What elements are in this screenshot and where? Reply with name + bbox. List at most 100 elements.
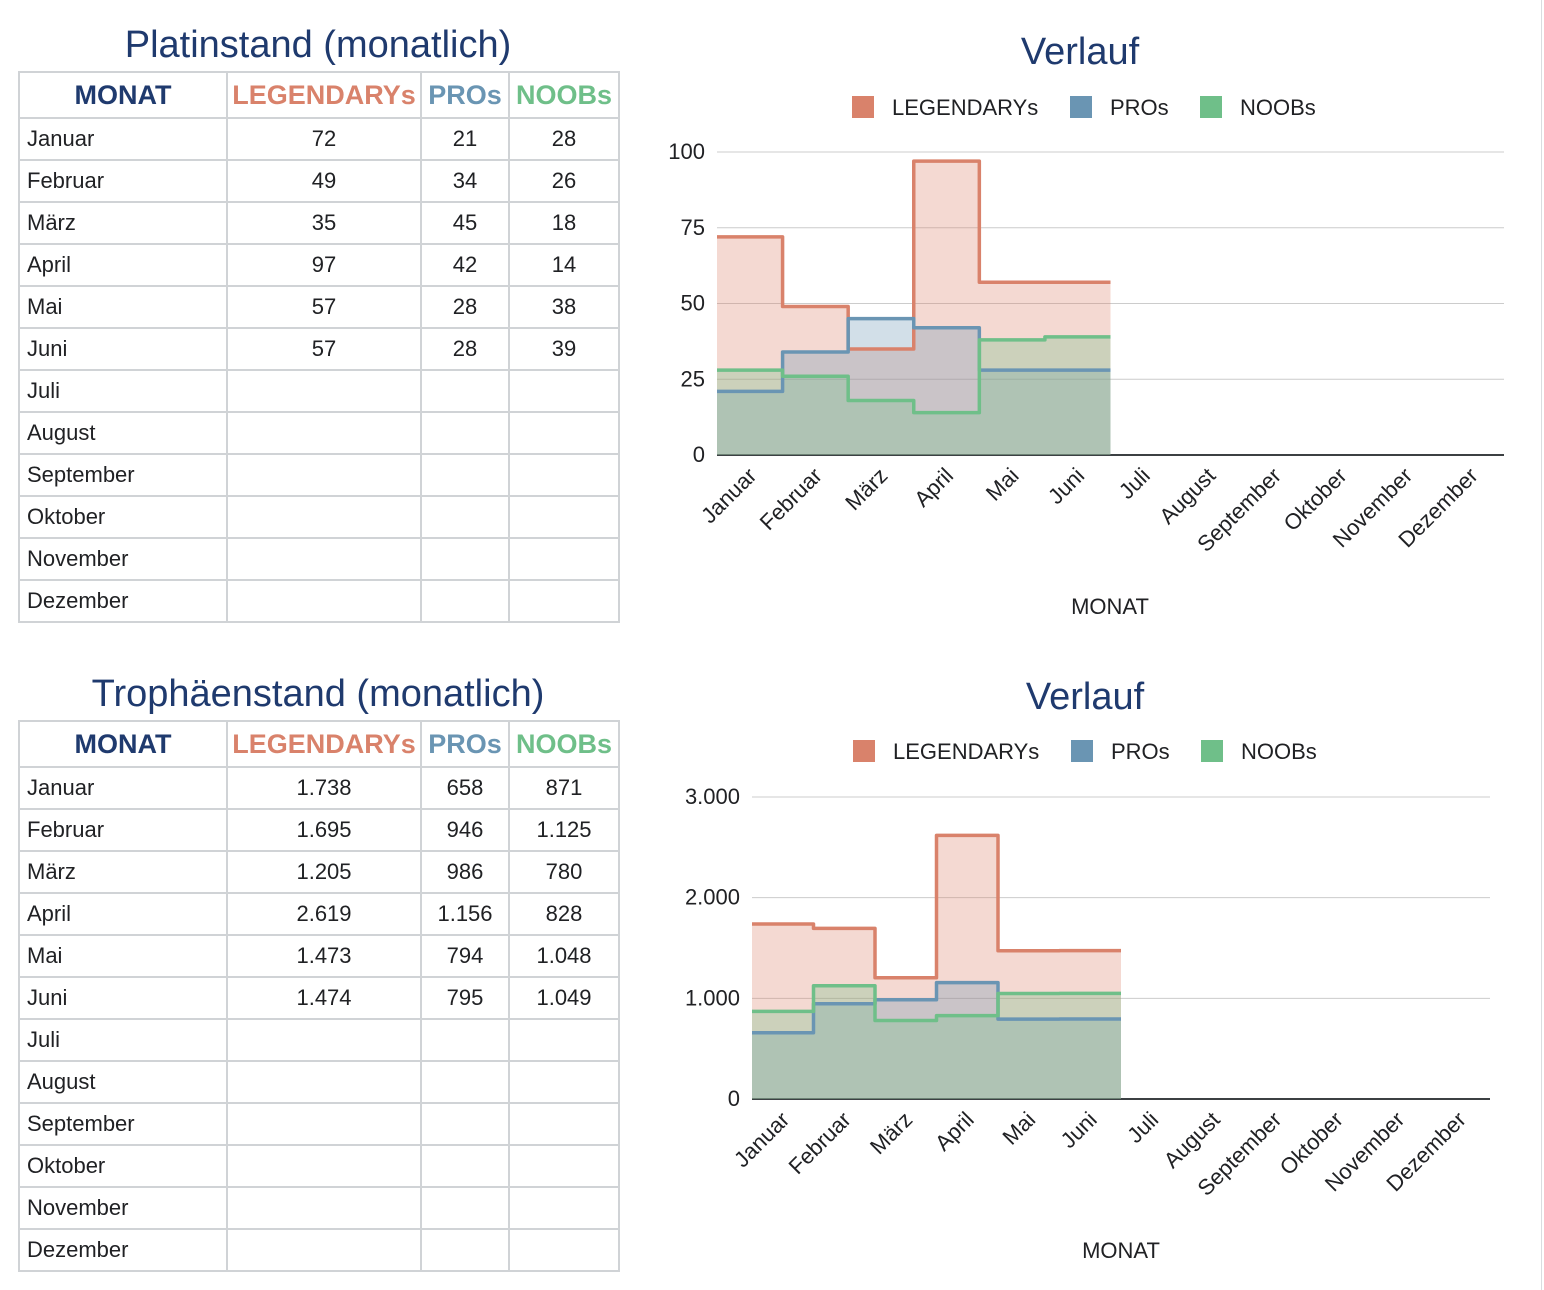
header-legendarys[interactable]: LEGENDARYs bbox=[226, 71, 422, 119]
header-pros[interactable]: PROs bbox=[420, 71, 510, 119]
cell-pros[interactable] bbox=[420, 1228, 510, 1272]
legend-swatch-noobs[interactable] bbox=[1200, 96, 1222, 118]
area-noobs[interactable] bbox=[717, 336, 1111, 455]
cell-legendarys[interactable]: 35 bbox=[226, 201, 422, 245]
cell-noobs[interactable] bbox=[508, 453, 620, 497]
cell-pros[interactable] bbox=[420, 1186, 510, 1230]
cell-pros[interactable]: 794 bbox=[420, 934, 510, 978]
legend-label-noobs[interactable]: NOOBs bbox=[1241, 739, 1317, 764]
cell-noobs[interactable]: 1.125 bbox=[508, 808, 620, 852]
cell-pros[interactable]: 28 bbox=[420, 285, 510, 329]
cell-legendarys[interactable]: 97 bbox=[226, 243, 422, 287]
cell-noobs[interactable] bbox=[508, 495, 620, 539]
cell-legendarys[interactable] bbox=[226, 495, 422, 539]
cell-noobs[interactable]: 38 bbox=[508, 285, 620, 329]
cell-legendarys[interactable]: 49 bbox=[226, 159, 422, 203]
line-legendarys[interactable] bbox=[717, 159, 1111, 351]
cell-pros[interactable]: 28 bbox=[420, 327, 510, 371]
legend-label-noobs[interactable]: NOOBs bbox=[1240, 95, 1316, 120]
cell-noobs[interactable]: 1.048 bbox=[508, 934, 620, 978]
cell-noobs[interactable] bbox=[508, 1228, 620, 1272]
cell-legendarys[interactable] bbox=[226, 1102, 422, 1146]
cell-legendarys[interactable] bbox=[226, 1186, 422, 1230]
cell-month[interactable]: Januar bbox=[18, 117, 228, 161]
legend-swatch-legendarys[interactable] bbox=[853, 740, 875, 762]
cell-month[interactable]: Juni bbox=[18, 976, 228, 1020]
header-legendarys[interactable]: LEGENDARYs bbox=[226, 720, 422, 768]
cell-noobs[interactable] bbox=[508, 1018, 620, 1062]
cell-pros[interactable] bbox=[420, 537, 510, 581]
cell-noobs[interactable]: 18 bbox=[508, 201, 620, 245]
cell-month[interactable]: Dezember bbox=[18, 579, 228, 623]
cell-pros[interactable]: 946 bbox=[420, 808, 510, 852]
cell-legendarys[interactable]: 1.738 bbox=[226, 766, 422, 810]
header-noobs[interactable]: NOOBs bbox=[508, 71, 620, 119]
cell-pros[interactable]: 42 bbox=[420, 243, 510, 287]
line-noobs[interactable] bbox=[717, 335, 1111, 415]
cell-noobs[interactable]: 871 bbox=[508, 766, 620, 810]
cell-pros[interactable]: 34 bbox=[420, 159, 510, 203]
cell-month[interactable]: August bbox=[18, 1060, 228, 1104]
header-monat[interactable]: MONAT bbox=[18, 71, 228, 119]
cell-noobs[interactable] bbox=[508, 1102, 620, 1146]
cell-noobs[interactable]: 28 bbox=[508, 117, 620, 161]
cell-month[interactable]: Juli bbox=[18, 1018, 228, 1062]
cell-noobs[interactable] bbox=[508, 369, 620, 413]
cell-legendarys[interactable]: 1.205 bbox=[226, 850, 422, 894]
cell-month[interactable]: Februar bbox=[18, 808, 228, 852]
cell-month[interactable]: November bbox=[18, 1186, 228, 1230]
cell-month[interactable]: Juli bbox=[18, 369, 228, 413]
cell-pros[interactable] bbox=[420, 1018, 510, 1062]
legend-swatch-legendarys[interactable] bbox=[852, 96, 874, 118]
cell-noobs[interactable] bbox=[508, 1186, 620, 1230]
cell-noobs[interactable] bbox=[508, 411, 620, 455]
cell-legendarys[interactable] bbox=[226, 453, 422, 497]
legend-swatch-noobs[interactable] bbox=[1201, 740, 1223, 762]
cell-month[interactable]: Januar bbox=[18, 766, 228, 810]
cell-pros[interactable]: 1.156 bbox=[420, 892, 510, 936]
cell-legendarys[interactable]: 57 bbox=[226, 327, 422, 371]
cell-pros[interactable] bbox=[420, 369, 510, 413]
cell-month[interactable]: Mai bbox=[18, 285, 228, 329]
cell-month[interactable]: September bbox=[18, 1102, 228, 1146]
cell-month[interactable]: Mai bbox=[18, 934, 228, 978]
cell-legendarys[interactable] bbox=[226, 537, 422, 581]
cell-pros[interactable]: 658 bbox=[420, 766, 510, 810]
cell-pros[interactable] bbox=[420, 1102, 510, 1146]
legend-swatch-pros[interactable] bbox=[1071, 740, 1093, 762]
cell-pros[interactable]: 45 bbox=[420, 201, 510, 245]
cell-pros[interactable] bbox=[420, 495, 510, 539]
legend-label-legendarys[interactable]: LEGENDARYs bbox=[892, 95, 1038, 120]
cell-pros[interactable] bbox=[420, 1060, 510, 1104]
cell-noobs[interactable]: 26 bbox=[508, 159, 620, 203]
cell-month[interactable]: November bbox=[18, 537, 228, 581]
cell-noobs[interactable]: 39 bbox=[508, 327, 620, 371]
cell-legendarys[interactable] bbox=[226, 1228, 422, 1272]
cell-legendarys[interactable]: 1.474 bbox=[226, 976, 422, 1020]
cell-month[interactable]: Dezember bbox=[18, 1228, 228, 1272]
cell-noobs[interactable]: 14 bbox=[508, 243, 620, 287]
cell-month[interactable]: Juni bbox=[18, 327, 228, 371]
cell-month[interactable]: April bbox=[18, 243, 228, 287]
cell-legendarys[interactable]: 57 bbox=[226, 285, 422, 329]
line-legendarys[interactable] bbox=[752, 833, 1121, 980]
line-pros[interactable] bbox=[717, 316, 1111, 394]
header-noobs[interactable]: NOOBs bbox=[508, 720, 620, 768]
cell-month[interactable]: Oktober bbox=[18, 495, 228, 539]
legend-swatch-pros[interactable] bbox=[1070, 96, 1092, 118]
cell-noobs[interactable] bbox=[508, 1144, 620, 1188]
cell-legendarys[interactable] bbox=[226, 1060, 422, 1104]
area-noobs[interactable] bbox=[752, 985, 1121, 1099]
legend-label-pros[interactable]: PROs bbox=[1111, 739, 1170, 764]
cell-noobs[interactable]: 780 bbox=[508, 850, 620, 894]
cell-noobs[interactable]: 828 bbox=[508, 892, 620, 936]
cell-month[interactable]: Oktober bbox=[18, 1144, 228, 1188]
cell-legendarys[interactable]: 2.619 bbox=[226, 892, 422, 936]
cell-legendarys[interactable] bbox=[226, 411, 422, 455]
cell-legendarys[interactable] bbox=[226, 1018, 422, 1062]
cell-legendarys[interactable]: 72 bbox=[226, 117, 422, 161]
legend-label-legendarys[interactable]: LEGENDARYs bbox=[893, 739, 1039, 764]
cell-pros[interactable] bbox=[420, 579, 510, 623]
line-noobs[interactable] bbox=[752, 984, 1121, 1023]
cell-pros[interactable] bbox=[420, 411, 510, 455]
